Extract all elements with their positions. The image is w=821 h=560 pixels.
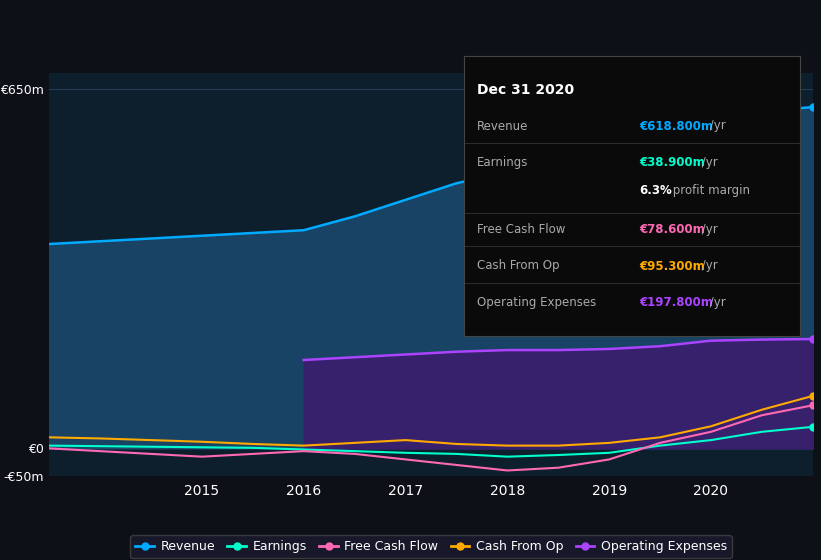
Text: Operating Expenses: Operating Expenses	[477, 296, 597, 309]
Text: Cash From Op: Cash From Op	[477, 259, 560, 273]
Text: /yr: /yr	[698, 156, 718, 169]
Text: €78.600m: €78.600m	[639, 223, 704, 236]
Text: /yr: /yr	[698, 223, 718, 236]
Text: €38.900m: €38.900m	[639, 156, 704, 169]
Text: 6.3%: 6.3%	[639, 184, 672, 197]
Text: €95.300m: €95.300m	[639, 259, 704, 273]
Text: Revenue: Revenue	[477, 119, 529, 133]
Text: Earnings: Earnings	[477, 156, 529, 169]
Text: profit margin: profit margin	[668, 184, 750, 197]
Text: /yr: /yr	[705, 296, 725, 309]
Text: €197.800m: €197.800m	[639, 296, 713, 309]
Text: Dec 31 2020: Dec 31 2020	[477, 83, 575, 97]
Legend: Revenue, Earnings, Free Cash Flow, Cash From Op, Operating Expenses: Revenue, Earnings, Free Cash Flow, Cash …	[131, 535, 732, 558]
Text: Free Cash Flow: Free Cash Flow	[477, 223, 566, 236]
Text: /yr: /yr	[698, 259, 718, 273]
Text: /yr: /yr	[705, 119, 725, 133]
Text: €618.800m: €618.800m	[639, 119, 713, 133]
